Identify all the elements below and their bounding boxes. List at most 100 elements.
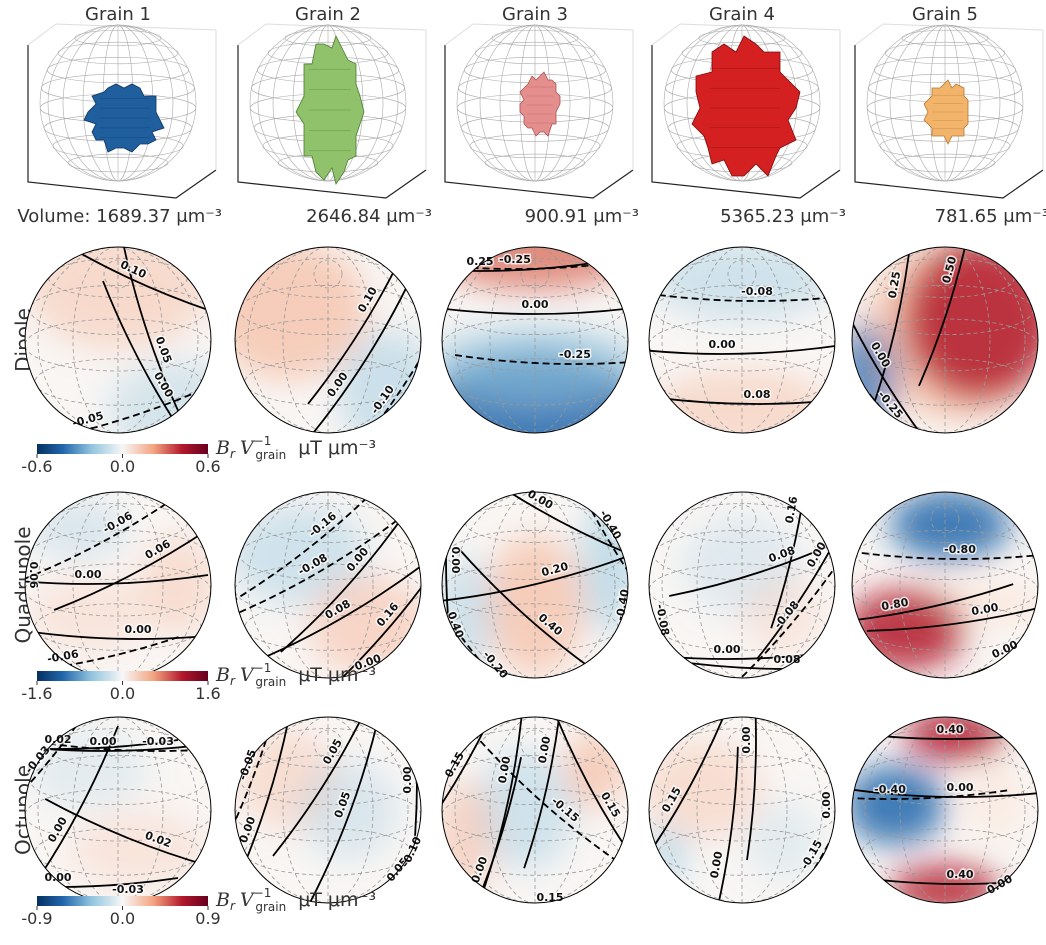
meridian <box>489 717 581 903</box>
contour-line <box>442 492 628 561</box>
sphere-panel: 0.100.050.00-0.05 <box>24 246 212 434</box>
sphere-panel: 0.000.00-0.400.200.400.40-0.20-0.40 <box>441 486 633 683</box>
contour-line <box>102 280 211 433</box>
colorbar <box>37 671 208 681</box>
contours <box>25 247 211 433</box>
contour-label: 0.40 <box>936 723 963 736</box>
contour-line <box>873 247 917 404</box>
pole-ring <box>727 504 757 534</box>
box-edge <box>444 45 634 199</box>
volume-label: 5365.23 μm⁻³ <box>720 206 846 227</box>
contour-label: -0.25 <box>559 348 591 361</box>
sphere-outline <box>851 246 1039 434</box>
sphere-outline <box>648 716 836 904</box>
field-blob <box>28 575 148 655</box>
meridian <box>864 492 1026 678</box>
field-blob <box>649 825 687 885</box>
symbol-sub: r <box>230 674 236 688</box>
unit: μT μm⁻³ <box>298 664 376 686</box>
contour-line <box>121 247 205 433</box>
pole-ring <box>520 259 550 289</box>
symbol: B <box>215 889 230 911</box>
symbol-sub: r <box>230 447 236 461</box>
contour-line <box>25 388 205 433</box>
colorbar-tick-label: 0.9 <box>195 909 220 928</box>
meridian <box>37 247 199 433</box>
contour-label: 0.25 <box>466 255 493 268</box>
contour-line <box>25 574 209 585</box>
volume-unit: μm⁻³ <box>800 206 846 227</box>
box-edge <box>854 45 1044 199</box>
contour-line <box>25 629 211 640</box>
contour-label: 0.00 <box>740 726 753 753</box>
contour-line <box>25 247 211 322</box>
field-blobs <box>852 247 1038 433</box>
grain-title: Grain 2 <box>295 4 361 25</box>
contour-label: 0.08 <box>773 653 800 666</box>
sphere-outline <box>648 491 836 679</box>
contour-line <box>235 717 290 903</box>
sphere-outline <box>648 246 836 434</box>
grain-title: Grain 3 <box>502 4 568 25</box>
contour-label: 0.00 <box>708 338 735 351</box>
meridian <box>37 492 199 678</box>
factor-sub: grain <box>255 675 286 689</box>
contour-line <box>44 798 211 882</box>
sphere-field <box>442 717 628 903</box>
field-blob <box>442 325 628 405</box>
contour-line <box>523 717 567 869</box>
box-edge <box>651 45 841 199</box>
field-blob <box>852 325 895 433</box>
contour-line <box>549 717 628 903</box>
colorbar-label: Br V−1 grain μT μm⁻³ <box>215 886 376 914</box>
factor: V <box>240 889 256 911</box>
contour-line <box>25 635 182 678</box>
meridian <box>72 247 164 433</box>
sphere-outline <box>851 716 1039 904</box>
colorbar <box>37 896 208 906</box>
grain-shape <box>519 71 561 137</box>
volume-unit: μm⁻³ <box>1003 206 1046 227</box>
contour-label: 0.00 <box>124 623 151 636</box>
colorbar-tick-label: 1.6 <box>195 684 220 703</box>
factor-sup: −1 <box>254 434 272 448</box>
contour-line <box>649 344 835 355</box>
meridian <box>696 717 788 903</box>
contour-label: 0.08 <box>743 388 770 401</box>
wireframe-sphere <box>456 24 614 182</box>
sphere-field <box>649 247 835 433</box>
contour-label: 0.80 <box>880 596 909 614</box>
volume-prefix: Volume: <box>17 206 90 227</box>
meridian <box>489 492 581 678</box>
contour-label: 0.15 <box>536 891 563 904</box>
contours <box>852 247 982 433</box>
meridian <box>282 492 374 678</box>
meridian <box>282 717 374 903</box>
contour-label: 0.00 <box>820 791 833 818</box>
sphere-field <box>25 247 211 433</box>
volume-unit: μm⁻³ <box>593 206 639 227</box>
sphere-outline <box>234 716 422 904</box>
field-blob <box>652 247 832 320</box>
sphere-outline <box>851 491 1039 679</box>
contour-label: 0.00 <box>89 735 116 748</box>
field-blob <box>235 247 368 380</box>
contour-label: -0.03 <box>112 883 144 896</box>
meridian <box>72 717 164 903</box>
voxel-lines <box>932 94 964 130</box>
contour-label: 0.16 <box>783 495 801 524</box>
colorbar-tick-label: -0.6 <box>21 457 52 476</box>
volume-unit: μm⁻³ <box>386 206 432 227</box>
colorbar <box>37 444 208 454</box>
contour-line <box>53 492 211 611</box>
contour-line <box>669 513 835 597</box>
unit: μT μm⁻³ <box>298 889 376 911</box>
contour-label: 0.00 <box>536 735 554 764</box>
contour-line <box>457 547 628 678</box>
factor-sup: −1 <box>254 661 272 675</box>
contour-line <box>442 717 516 870</box>
contour-label: 0.06 <box>27 561 40 588</box>
meridian <box>72 492 164 678</box>
contour-label: 0.00 <box>44 871 71 884</box>
pole-ring <box>930 504 960 534</box>
